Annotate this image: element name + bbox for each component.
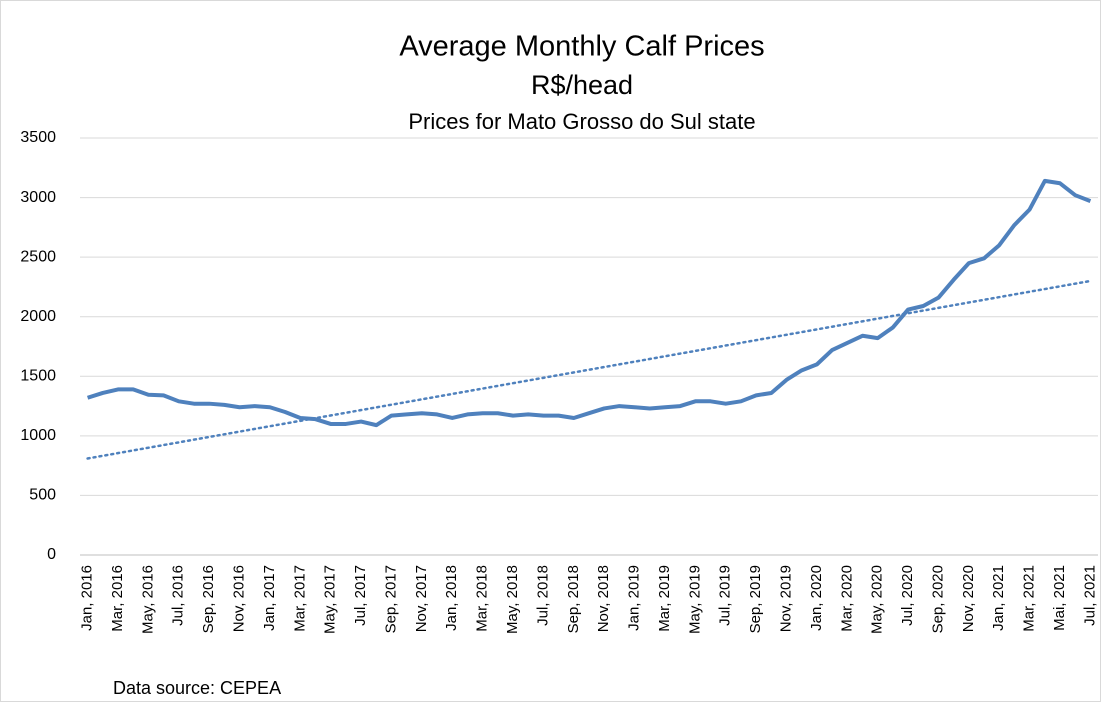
data-line: [86, 178, 1092, 428]
x-tick-label: Sep, 2018: [565, 565, 582, 633]
y-tick-label: 0: [47, 546, 56, 563]
x-tick-label: Mar, 2019: [656, 565, 673, 632]
x-tick-label: Mai, 2021: [1051, 565, 1068, 631]
x-tick-label: Mar, 2018: [474, 565, 491, 632]
x-tick-label: Jan, 2016: [79, 565, 96, 631]
y-tick-label: 1500: [20, 368, 56, 385]
x-tick-label: May, 2019: [686, 565, 703, 634]
x-tick-label: Nov, 2016: [231, 565, 248, 632]
chart-title: Average Monthly Calf Prices: [399, 31, 764, 63]
source-note: Data source: CEPEA: [113, 678, 281, 698]
chart-subtitle: Prices for Mato Grosso do Sul state: [408, 109, 755, 134]
x-tick-label: Sep, 2016: [200, 565, 217, 633]
x-tick-label: Sep, 2019: [747, 565, 764, 633]
x-tick-label: May, 2018: [504, 565, 521, 634]
x-tick-label: Mar, 2021: [1021, 565, 1038, 632]
y-tick-label: 3000: [20, 189, 56, 206]
trend-line: [86, 279, 1092, 460]
chart-subtitle: R$/head: [531, 70, 633, 100]
x-tick-label: May, 2017: [322, 565, 339, 634]
x-tick-label: Sep, 2017: [382, 565, 399, 633]
x-tick-label: Jul, 2019: [717, 565, 734, 626]
x-tick-label: May, 2020: [869, 565, 886, 634]
x-tick-label: Jul, 2017: [352, 565, 369, 626]
y-tick-label: 2000: [20, 308, 56, 325]
y-tick-label: 2500: [20, 248, 56, 265]
y-tick-label: 500: [29, 487, 56, 504]
x-tick-label: Jan, 2019: [626, 565, 643, 631]
x-tick-label: Nov, 2020: [960, 565, 977, 632]
x-tick-label: Jan, 2020: [808, 565, 825, 631]
x-tick-label: Jul, 2021: [1081, 565, 1098, 626]
x-tick-label: Jan, 2017: [261, 565, 278, 631]
x-tick-label: Jul, 2016: [170, 565, 187, 626]
y-tick-label: 3500: [20, 129, 56, 146]
x-tick-label: Nov, 2018: [595, 565, 612, 632]
x-tick-label: Jan, 2018: [443, 565, 460, 631]
x-tick-label: Sep, 2020: [929, 565, 946, 633]
y-tick-label: 1000: [20, 427, 56, 444]
x-tick-label: May, 2016: [139, 565, 156, 634]
x-tick-label: Jul, 2020: [899, 565, 916, 626]
x-tick-label: Nov, 2017: [413, 565, 430, 632]
x-tick-label: Mar, 2017: [291, 565, 308, 632]
x-tick-label: Mar, 2020: [838, 565, 855, 632]
x-tick-label: Jan, 2021: [990, 565, 1007, 631]
x-tick-label: Nov, 2019: [777, 565, 794, 632]
x-tick-label: Mar, 2016: [109, 565, 126, 632]
x-tick-label: Jul, 2018: [534, 565, 551, 626]
